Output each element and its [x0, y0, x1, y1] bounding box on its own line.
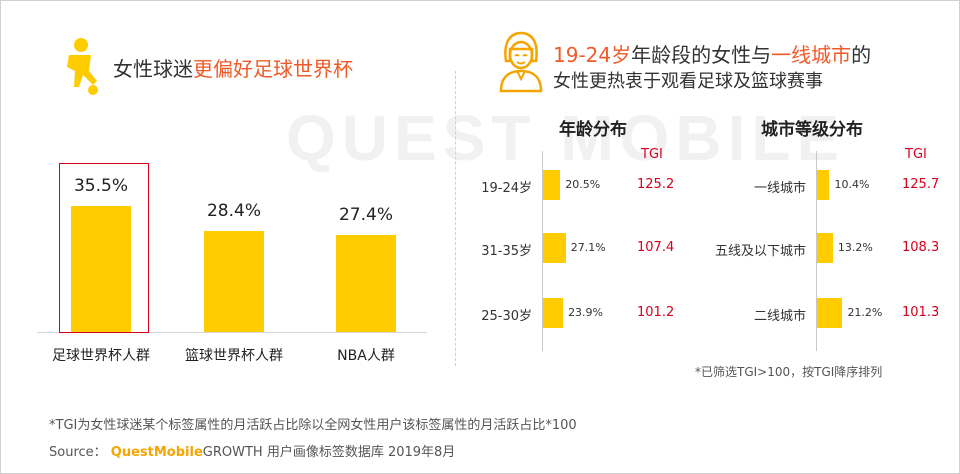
- city-block-title: 城市等级分布: [761, 120, 863, 140]
- city-tgi-header: TGI: [905, 147, 927, 162]
- row-bar: [817, 298, 843, 328]
- left-category-label: 足球世界杯人群: [52, 348, 150, 364]
- right-title-highlight-age: 19-24岁: [553, 43, 632, 67]
- left-title-highlight: 更偏好足球世界杯: [193, 57, 353, 81]
- axis-line: [816, 151, 817, 351]
- left-bar-value-label: 28.4%: [206, 201, 261, 222]
- right-title-end: 的: [851, 43, 872, 67]
- row-category-label: 一线城市: [753, 181, 806, 196]
- axis-line: [542, 151, 543, 351]
- row-bar: [817, 233, 833, 263]
- left-category-label: 篮球世界杯人群: [185, 348, 283, 364]
- left-bar-value-label: 27.4%: [338, 204, 393, 225]
- row-bar: [817, 170, 830, 200]
- right-title-highlight-city: 一线城市: [771, 43, 852, 67]
- highlight-box: [59, 163, 149, 333]
- row-category-label: 31-35岁: [481, 244, 532, 259]
- right-title-mid: 年龄段的女性与: [631, 43, 772, 67]
- left-bar: [71, 206, 131, 332]
- age-tgi-header: TGI: [641, 147, 663, 162]
- row-category-label: 五线及以下城市: [714, 244, 806, 259]
- left-bar-value-label: 35.5%: [73, 176, 128, 196]
- row-category-label: 25-30岁: [481, 309, 532, 324]
- row-value-label: 13.2%: [837, 241, 873, 254]
- right-title-line2: 女性更热衷于观看足球及篮球赛事: [553, 71, 823, 92]
- row-value-label: 20.5%: [565, 178, 601, 191]
- left-title-normal: 女性球迷: [113, 57, 193, 81]
- left-title: 女性球迷更偏好足球世界杯: [113, 53, 353, 82]
- row-value-label: 27.1%: [570, 241, 606, 254]
- woman-avatar-icon: [499, 31, 543, 93]
- footnote: *TGI为女性球迷某个标签属性的月活跃占比除以全网女性用户该标签属性的月活跃占比…: [49, 418, 577, 433]
- football-player-icon: [67, 38, 98, 95]
- left-chart-baseline: [37, 332, 427, 333]
- right-title-line1: 19-24岁年龄段的女性与一线城市的: [553, 39, 871, 68]
- source-text: GROWTH 用户画像标签数据库 2019年8月: [202, 445, 456, 460]
- row-value-label: 10.4%: [834, 178, 870, 191]
- section-divider: [455, 71, 456, 366]
- source-brand: QuestMobile: [110, 445, 203, 460]
- source-line: Source： QuestMobileGROWTH 用户画像标签数据库 2019…: [49, 441, 455, 460]
- filter-note: *已筛选TGI>100，按TGI降序排列: [695, 365, 883, 379]
- row-bar: [543, 298, 564, 328]
- row-tgi-value: 125.7: [902, 177, 940, 192]
- left-bar: [204, 231, 264, 332]
- row-category-label: 二线城市: [753, 309, 806, 324]
- watermark: QUEST MOBILE: [286, 102, 846, 174]
- row-tgi-value: 101.2: [637, 305, 675, 320]
- left-category-label: NBA人群: [337, 348, 395, 364]
- source-label: Source：: [49, 445, 107, 460]
- row-bar: [543, 233, 566, 263]
- row-value-label: 23.9%: [568, 306, 604, 319]
- row-bar: [543, 170, 561, 200]
- row-tgi-value: 125.2: [637, 177, 675, 192]
- row-category-label: 19-24岁: [481, 181, 532, 196]
- row-tgi-value: 101.3: [902, 305, 940, 320]
- row-tgi-value: 107.4: [637, 240, 675, 255]
- row-value-label: 21.2%: [847, 306, 883, 319]
- row-tgi-value: 108.3: [902, 240, 940, 255]
- left-bar: [336, 234, 396, 332]
- age-block-title: 年龄分布: [559, 120, 627, 140]
